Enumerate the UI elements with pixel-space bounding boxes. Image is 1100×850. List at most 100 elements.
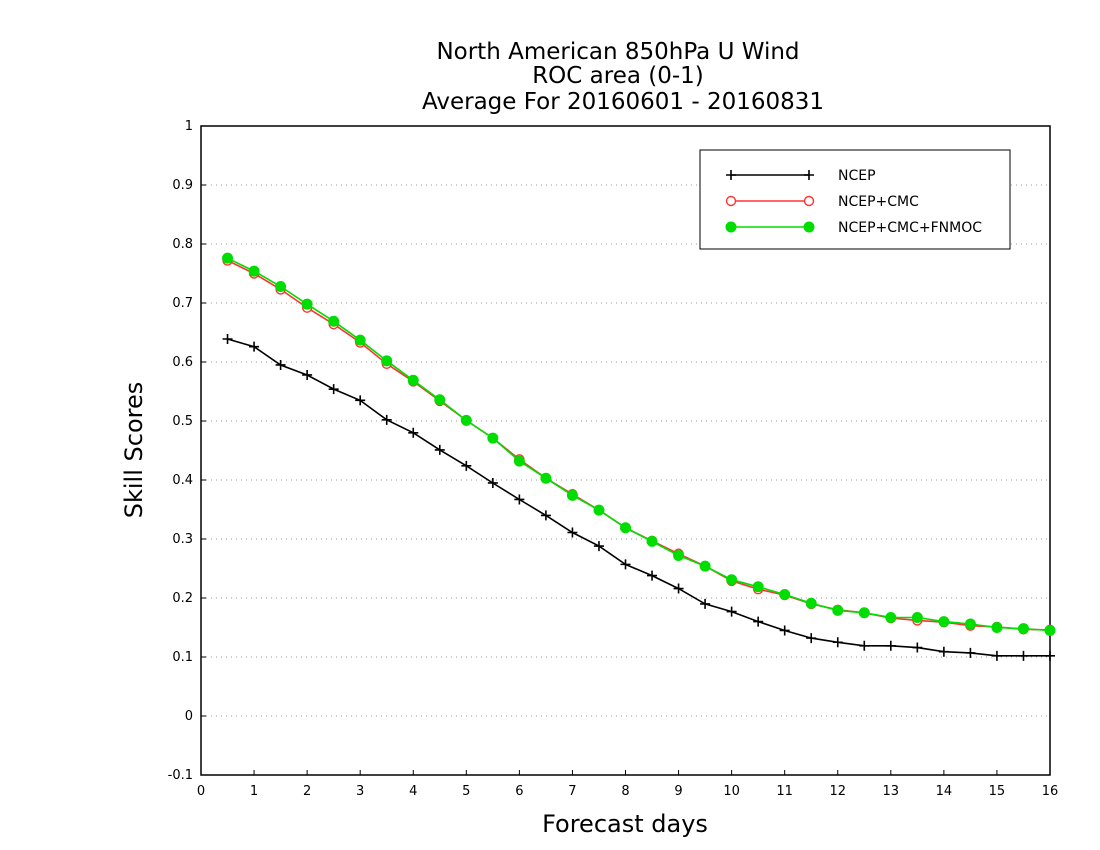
point-marker (275, 280, 287, 292)
point-marker (434, 394, 446, 406)
y-tick-label: 0.6 (172, 355, 193, 370)
point-marker (806, 633, 817, 644)
y-tick-label: 0.4 (172, 473, 193, 488)
point-marker (355, 395, 366, 406)
point-marker (1018, 650, 1029, 661)
point-marker (1045, 650, 1055, 661)
point-marker (593, 504, 605, 516)
point-marker (965, 647, 976, 658)
legend-label: NCEP+CMC (838, 194, 919, 210)
point-marker (725, 195, 737, 207)
point-marker (513, 455, 525, 467)
x-tick-label: 5 (462, 784, 470, 799)
x-tick-label: 1 (250, 784, 258, 799)
point-marker (885, 611, 897, 623)
y-tick-label: 0.7 (172, 296, 193, 311)
y-tick-label: 0.5 (172, 414, 193, 429)
point-marker (540, 472, 552, 484)
point-marker (301, 298, 313, 310)
point-marker (726, 170, 736, 180)
series-ncep-cmc-fnmoc (222, 252, 1056, 636)
series-line (227, 259, 1051, 631)
point-marker (779, 588, 791, 600)
point-marker (328, 384, 339, 395)
point-marker (381, 355, 393, 367)
point-marker (673, 550, 685, 562)
series-ncep-cmc (222, 255, 1056, 636)
y-tick-label: -0.1 (168, 768, 193, 783)
point-marker (646, 535, 658, 547)
x-tick-label: 13 (883, 784, 900, 799)
point-marker (302, 369, 313, 380)
point-marker (779, 625, 790, 636)
point-marker (858, 607, 870, 619)
point-marker (752, 581, 764, 593)
point-marker (566, 489, 578, 501)
point-marker (804, 170, 814, 180)
point-marker (938, 616, 950, 628)
series-line (227, 338, 1050, 657)
x-tick-label: 3 (356, 784, 364, 799)
title-line-1: North American 850hPa U Wind (436, 39, 799, 65)
point-marker (938, 646, 949, 657)
point-marker (699, 560, 711, 572)
point-marker (620, 559, 631, 570)
series-ncep (222, 333, 1055, 661)
y-tick-label: 0.3 (172, 532, 193, 547)
point-marker (805, 597, 817, 609)
y-tick-label: 0.1 (172, 650, 193, 665)
legend: NCEP NCEP+CMC NCEP+CMC+FNMOC (699, 149, 1011, 250)
x-tick-label: 12 (829, 784, 846, 799)
y-axis-title: Skill Scores (120, 382, 148, 519)
y-tick-label: 0.9 (172, 178, 193, 193)
x-tick-label: 9 (674, 784, 682, 799)
point-marker (1017, 623, 1029, 635)
point-marker (222, 252, 234, 264)
point-marker (832, 604, 844, 616)
y-tick-label: 1 (185, 119, 193, 134)
point-marker (726, 606, 737, 617)
point-marker (991, 650, 1002, 661)
y-tick-label: 0 (185, 709, 193, 724)
point-marker (859, 640, 870, 651)
point-marker (700, 598, 711, 609)
point-marker (460, 414, 472, 426)
point-marker (620, 522, 631, 534)
legend-label: NCEP+CMC+FNMOC (838, 220, 982, 236)
point-marker (222, 333, 233, 344)
legend-label: NCEP (838, 168, 876, 184)
point-marker (328, 315, 340, 327)
x-tick-label: 4 (409, 784, 417, 799)
title-line-2: ROC area (0-1) (532, 63, 704, 89)
chart-title: North American 850hPa U Wind ROC area (0… (422, 39, 824, 115)
point-marker (408, 427, 419, 438)
legend-entry: NCEP (726, 168, 876, 184)
point-marker (434, 444, 445, 455)
x-tick-label: 8 (621, 784, 629, 799)
point-marker (964, 618, 976, 630)
point-marker (381, 414, 392, 425)
point-marker (912, 642, 923, 653)
point-marker (593, 541, 604, 552)
x-tick-label: 0 (197, 784, 205, 799)
series-lines (222, 252, 1056, 661)
axis-ticks: -0.100.10.20.30.40.50.60.70.80.910 1 2 3 4 5 6… (168, 119, 1059, 799)
point-marker (275, 359, 286, 370)
point-marker (540, 510, 551, 521)
point-marker (1044, 624, 1056, 636)
point-marker (249, 341, 260, 352)
point-marker (911, 611, 923, 623)
x-tick-label: 11 (776, 784, 793, 799)
point-marker (354, 334, 366, 346)
x-tick-label: 2 (303, 784, 311, 799)
y-tick-label: 0.2 (172, 591, 193, 606)
x-tick-label: 7 (568, 784, 576, 799)
x-tick-label: 10 (723, 784, 740, 799)
point-marker (487, 432, 499, 444)
point-marker (567, 527, 578, 538)
x-axis-title: Forecast days (542, 810, 708, 838)
series-line (227, 257, 1051, 632)
point-marker (991, 622, 1003, 633)
point-marker (725, 221, 737, 233)
